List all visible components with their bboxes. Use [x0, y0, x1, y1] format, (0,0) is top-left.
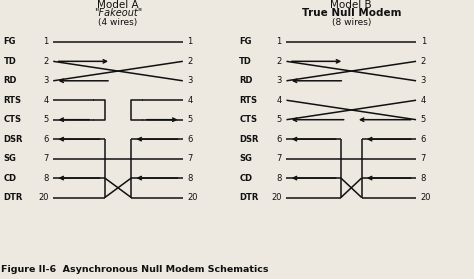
- Text: DSR: DSR: [4, 135, 23, 144]
- Text: 4: 4: [43, 96, 48, 105]
- Text: 8: 8: [43, 174, 48, 182]
- Text: 7: 7: [43, 154, 48, 163]
- Text: 6: 6: [276, 135, 282, 144]
- Text: SG: SG: [239, 154, 252, 163]
- Text: DSR: DSR: [239, 135, 259, 144]
- Text: (4 wires): (4 wires): [99, 18, 137, 27]
- Text: 1: 1: [276, 37, 282, 46]
- Text: 20: 20: [271, 193, 282, 202]
- Text: 4: 4: [188, 96, 193, 105]
- Text: FG: FG: [4, 37, 16, 46]
- Text: 3: 3: [188, 76, 193, 85]
- Text: FG: FG: [239, 37, 252, 46]
- Text: 5: 5: [43, 115, 48, 124]
- Text: SG: SG: [4, 154, 17, 163]
- Text: DTR: DTR: [239, 193, 259, 202]
- Text: 4: 4: [276, 96, 282, 105]
- Text: 7: 7: [421, 154, 426, 163]
- Text: 4: 4: [421, 96, 426, 105]
- Text: 3: 3: [421, 76, 426, 85]
- Text: 8: 8: [276, 174, 282, 182]
- Text: 3: 3: [276, 76, 282, 85]
- Text: TD: TD: [4, 57, 17, 66]
- Text: (8 wires): (8 wires): [332, 18, 371, 27]
- Text: 20: 20: [188, 193, 198, 202]
- Text: RD: RD: [4, 76, 17, 85]
- Text: 8: 8: [188, 174, 193, 182]
- Text: 7: 7: [276, 154, 282, 163]
- Text: 5: 5: [276, 115, 282, 124]
- Text: 20: 20: [38, 193, 48, 202]
- Text: Model A: Model A: [97, 0, 139, 10]
- Text: CD: CD: [4, 174, 17, 182]
- Text: "Fakeout": "Fakeout": [94, 8, 142, 18]
- Text: 7: 7: [188, 154, 193, 163]
- Text: True Null Modem: True Null Modem: [301, 8, 401, 18]
- Text: Model B: Model B: [330, 0, 372, 10]
- Text: 6: 6: [421, 135, 426, 144]
- Text: 1: 1: [43, 37, 48, 46]
- Text: 5: 5: [421, 115, 426, 124]
- Text: 3: 3: [43, 76, 48, 85]
- Text: 1: 1: [421, 37, 426, 46]
- Text: 2: 2: [421, 57, 426, 66]
- Text: 8: 8: [421, 174, 426, 182]
- Text: 2: 2: [276, 57, 282, 66]
- Text: CTS: CTS: [239, 115, 257, 124]
- Text: RTS: RTS: [239, 96, 257, 105]
- Text: 1: 1: [188, 37, 193, 46]
- Text: 2: 2: [43, 57, 48, 66]
- Text: RTS: RTS: [4, 96, 22, 105]
- Text: 6: 6: [43, 135, 48, 144]
- Text: DTR: DTR: [4, 193, 23, 202]
- Text: RD: RD: [239, 76, 253, 85]
- Text: 6: 6: [188, 135, 193, 144]
- Text: 5: 5: [188, 115, 193, 124]
- Text: CD: CD: [239, 174, 253, 182]
- Text: TD: TD: [239, 57, 252, 66]
- Text: Figure II-6  Asynchronous Null Modem Schematics: Figure II-6 Asynchronous Null Modem Sche…: [1, 265, 269, 274]
- Text: 2: 2: [188, 57, 193, 66]
- Text: 20: 20: [421, 193, 431, 202]
- Text: CTS: CTS: [4, 115, 22, 124]
